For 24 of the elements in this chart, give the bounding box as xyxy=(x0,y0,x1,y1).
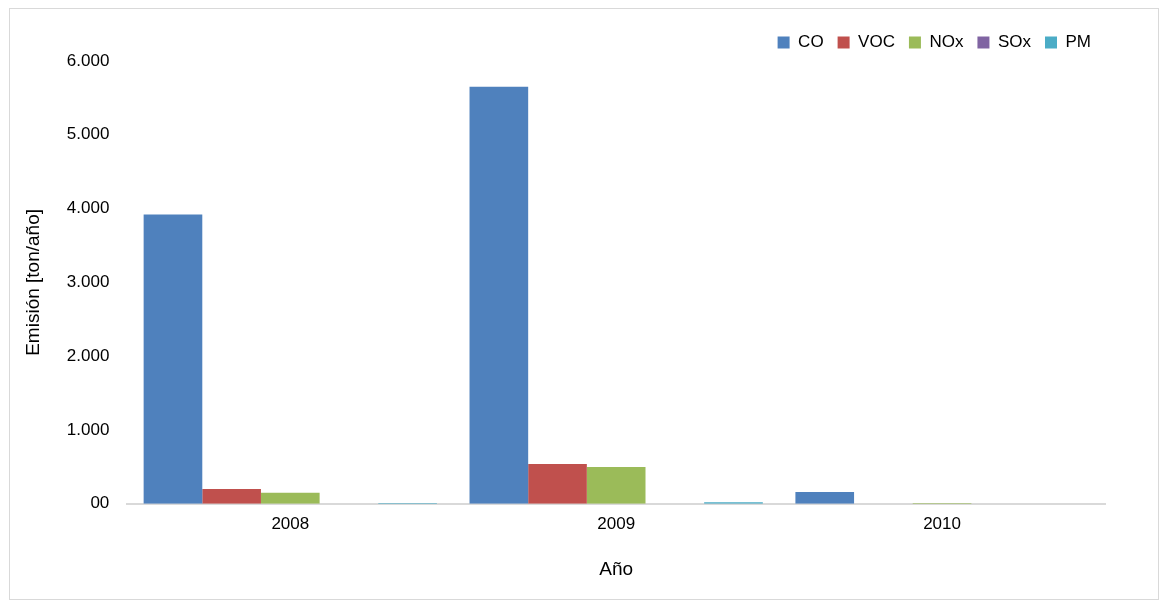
y-tick-label: 00 xyxy=(90,493,110,513)
legend-label: NOx xyxy=(929,32,964,52)
x-tick-label: 2008 xyxy=(271,513,310,533)
legend-label: SOx xyxy=(997,32,1032,52)
legend-label: CO xyxy=(798,32,824,52)
legend-label: VOC xyxy=(858,32,895,52)
x-tick-label: 2010 xyxy=(923,513,961,533)
y-tick-label: 4.000 xyxy=(66,198,110,218)
bar xyxy=(260,492,320,504)
y-tick-label: 6.000 xyxy=(66,50,110,70)
bar xyxy=(528,463,587,504)
y-tick-label: 5.000 xyxy=(66,124,110,144)
y-axis-title: Emisión [ton/año] xyxy=(21,208,43,356)
y-tick-label: 3.000 xyxy=(66,272,110,292)
x-tick-label: 2009 xyxy=(597,513,636,533)
bar xyxy=(202,489,261,504)
bar xyxy=(586,466,646,504)
bar xyxy=(469,86,529,504)
x-axis-title: Año xyxy=(599,557,634,579)
bar xyxy=(143,214,203,504)
y-tick-label: 2.000 xyxy=(66,345,110,365)
y-tick-label: 1.000 xyxy=(66,419,110,439)
bar xyxy=(795,491,855,504)
legend-label: PM xyxy=(1065,32,1091,52)
